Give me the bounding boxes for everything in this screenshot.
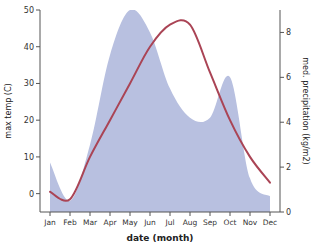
y2-tick bbox=[280, 212, 284, 213]
x-axis-line bbox=[40, 212, 280, 213]
x-tick-label: Aug bbox=[183, 218, 198, 227]
y-tick bbox=[36, 10, 40, 11]
chart: 0 10 20 30 40 50 0 2 4 6 8 Jan Feb Mar Apr May Jun Jul Aug… bbox=[0, 0, 312, 249]
x-tick-label: Jan bbox=[43, 218, 56, 227]
y2-tick-label: 6 bbox=[286, 73, 291, 82]
y2-tick-label: 2 bbox=[286, 163, 291, 172]
x-tick-label: Sep bbox=[203, 218, 217, 227]
x-tick bbox=[110, 212, 111, 216]
y-axis-label: max temp (C) bbox=[4, 83, 13, 138]
left-axis-line bbox=[40, 10, 41, 212]
y2-tick bbox=[280, 122, 284, 123]
x-tick bbox=[190, 212, 191, 216]
y-tick bbox=[36, 193, 40, 194]
x-tick-label: Mar bbox=[83, 218, 98, 227]
temperature-line bbox=[50, 20, 270, 201]
y-tick-label: 30 bbox=[24, 79, 34, 88]
y-tick-label: 20 bbox=[24, 116, 34, 125]
x-tick bbox=[230, 212, 231, 216]
y-tick-label: 10 bbox=[24, 153, 34, 162]
x-tick bbox=[170, 212, 171, 216]
x-tick-label: Feb bbox=[63, 218, 77, 227]
y2-axis-label: med. precipitation (kg/m2) bbox=[301, 57, 310, 164]
x-tick-label: May bbox=[122, 218, 138, 227]
x-tick bbox=[270, 212, 271, 216]
x-tick bbox=[250, 212, 251, 216]
x-tick-label: Apr bbox=[104, 218, 118, 227]
y-tick bbox=[36, 120, 40, 121]
y-tick-label: 0 bbox=[29, 190, 34, 199]
y-tick bbox=[36, 156, 40, 157]
y-tick bbox=[36, 83, 40, 84]
x-tick bbox=[90, 212, 91, 216]
precipitation-area bbox=[50, 10, 270, 212]
x-tick-label: Dec bbox=[263, 218, 278, 227]
x-tick bbox=[130, 212, 131, 216]
x-tick bbox=[50, 212, 51, 216]
y2-tick-label: 4 bbox=[286, 118, 291, 127]
y-tick bbox=[36, 46, 40, 47]
x-axis-label: date (month) bbox=[127, 233, 194, 243]
y2-tick bbox=[280, 32, 284, 33]
plot-area bbox=[50, 10, 270, 212]
right-axis-line bbox=[280, 10, 281, 212]
y2-tick bbox=[280, 167, 284, 168]
x-tick bbox=[70, 212, 71, 216]
y2-tick-label: 8 bbox=[286, 28, 291, 37]
x-tick bbox=[210, 212, 211, 216]
x-tick bbox=[150, 212, 151, 216]
x-tick-label: Nov bbox=[243, 218, 258, 227]
y2-tick-label: 0 bbox=[286, 208, 291, 217]
y2-tick bbox=[280, 77, 284, 78]
x-tick-label: Jul bbox=[164, 218, 174, 227]
y-tick-label: 50 bbox=[24, 6, 34, 15]
x-tick-label: Oct bbox=[224, 218, 237, 227]
x-tick-label: Jun bbox=[143, 218, 156, 227]
y-tick-label: 40 bbox=[24, 43, 34, 52]
